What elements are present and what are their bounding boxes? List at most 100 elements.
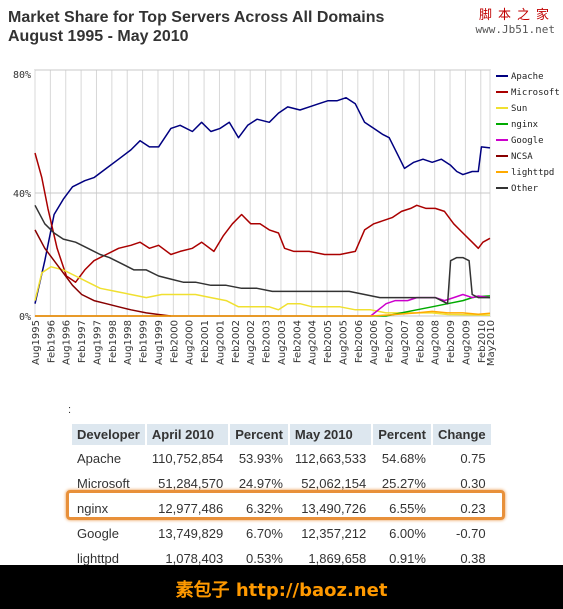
- cell-april-percent: 6.70%: [246, 526, 283, 541]
- legend-label-google: Google: [511, 136, 544, 146]
- legend-label-apache: Apache: [511, 72, 544, 82]
- market-share-table: Developer April 2010 Percent May 2010 Pe…: [70, 422, 493, 572]
- footer-watermark: 素包子 http://baoz.net: [175, 580, 388, 601]
- site-watermark-name: 脚本之家: [478, 8, 555, 23]
- cell-developer: lighttpd: [77, 551, 119, 566]
- x-tick-label: Aug2005: [338, 320, 349, 365]
- series-line-lighttpd: [35, 310, 491, 317]
- header-may-2010: May 2010: [289, 424, 372, 445]
- cell-may-percent: 6.00%: [389, 526, 426, 541]
- x-tick-label: Feb1998: [108, 320, 119, 363]
- x-tick-label: May2010: [486, 320, 497, 366]
- x-tick-label: Feb2001: [200, 320, 211, 363]
- market-share-chart: Aug1995 Feb1996 Aug1996 Feb1997 Aug1997 Feb19…: [13, 69, 560, 366]
- x-tick-label: Aug2000: [185, 320, 196, 365]
- cell-april: 51,284,570: [158, 476, 224, 491]
- cell-may-percent: 25.27%: [381, 476, 426, 491]
- cell-may: 1,869,658: [308, 551, 367, 566]
- x-tick-label: Feb2007: [385, 320, 396, 363]
- cell-april: 110,752,854: [151, 451, 224, 466]
- x-tick-label: Aug2006: [369, 320, 380, 365]
- cell-april-percent: 53.93%: [238, 451, 283, 466]
- x-tick-label: Aug2009: [461, 320, 472, 365]
- header-percent-april: Percent: [230, 424, 288, 445]
- x-tick-label: Aug1996: [62, 320, 73, 365]
- x-tick-label: Aug1995: [31, 320, 42, 365]
- x-tick-label: Aug2007: [400, 320, 411, 365]
- table-row-nginx: nginx 12,977,486 6.32% 13,490,726 6.55% …: [72, 497, 491, 520]
- y-tick-label: 80%: [13, 70, 31, 81]
- table-row-apache: Apache 110,752,854 53.93% 112,663,533 54…: [72, 447, 491, 470]
- cell-developer: Apache: [77, 451, 122, 466]
- cell-april: 13,749,829: [158, 526, 224, 541]
- cell-may: 12,357,212: [301, 526, 367, 541]
- legend-label-microsoft: Microsoft: [511, 88, 560, 98]
- cell-change: 0.23: [460, 501, 486, 516]
- series-line-ncsa: [34, 229, 171, 317]
- series-line-apache: [34, 96, 491, 304]
- series-line-other: [34, 204, 490, 305]
- cell-change: 0.38: [460, 551, 486, 566]
- x-tick-label: Feb2008: [415, 320, 426, 363]
- cell-may: 52,062,154: [301, 476, 367, 491]
- legend-label-other: Other: [511, 184, 539, 194]
- header-developer: Developer: [72, 424, 145, 445]
- chart-title-line2: August 1995 - May 2010: [8, 28, 189, 45]
- legend-label-nginx: nginx: [511, 120, 539, 130]
- x-tick-label: Aug1997: [92, 320, 103, 365]
- x-tick-label: Feb2005: [323, 320, 334, 363]
- x-tick-label: Feb2003: [262, 320, 273, 363]
- cell-may-percent: 6.55%: [389, 501, 426, 516]
- table-row-lighttpd: lighttpd 1,078,403 0.53% 1,869,658 0.91%…: [72, 547, 491, 570]
- x-tick-label: Aug2004: [308, 320, 319, 365]
- cell-change: 0.75: [460, 451, 486, 466]
- cell-april-percent: 6.32%: [246, 501, 283, 516]
- cell-april-percent: 24.97%: [238, 476, 283, 491]
- x-tick-label: Feb2004: [292, 320, 303, 363]
- x-tick-label: Feb1999: [139, 320, 150, 363]
- table-row-google: Google 13,749,829 6.70% 12,357,212 6.00%…: [72, 522, 491, 545]
- y-tick-label: 40%: [13, 189, 31, 200]
- cell-change: -0.70: [456, 526, 486, 541]
- x-tick-label: Feb2006: [354, 320, 365, 363]
- y-tick-label: 0%: [19, 312, 31, 323]
- legend-label-ncsa: NCSA: [511, 152, 533, 162]
- series-line-sun: [34, 266, 491, 316]
- x-tick-label: Feb2000: [169, 320, 180, 363]
- x-tick-label: Aug2008: [431, 320, 442, 365]
- x-tick-label: Feb2010: [477, 320, 488, 363]
- cell-developer: Google: [77, 526, 119, 541]
- x-tick-label: Aug1998: [123, 320, 134, 365]
- cell-april-percent: 0.53%: [246, 551, 283, 566]
- chart-title: Market Share for Top Servers Across All …: [8, 8, 384, 46]
- site-watermark-url: www.Jb51.net: [475, 23, 555, 36]
- x-tick-label: Feb1997: [77, 320, 88, 363]
- header-percent-may: Percent: [373, 424, 431, 445]
- x-tick-label: Feb2009: [446, 320, 457, 363]
- cell-april: 1,078,403: [165, 551, 224, 566]
- x-tick-label: Aug1999: [154, 320, 165, 365]
- x-tick-label: Feb1996: [46, 320, 57, 363]
- header-change: Change: [432, 424, 491, 445]
- header-april-2010: April 2010: [146, 424, 229, 445]
- site-watermark: 脚本之家 www.Jb51.net: [476, 4, 555, 36]
- table-caption: :: [68, 404, 72, 416]
- cell-may-percent: 0.91%: [389, 551, 426, 566]
- footer-bar: 素包子 http://baoz.net: [0, 565, 563, 609]
- cell-change: 0.30: [460, 476, 486, 491]
- x-tick-label: Aug2003: [277, 320, 288, 365]
- cell-may-percent: 54.68%: [381, 451, 426, 466]
- cell-may: 112,663,533: [294, 451, 367, 466]
- x-tick-label: Aug2001: [215, 320, 226, 365]
- cell-april: 12,977,486: [158, 501, 224, 516]
- cell-developer: Microsoft: [77, 476, 130, 491]
- x-tick-label: Aug2002: [246, 320, 257, 365]
- table-row-microsoft: Microsoft 51,284,570 24.97% 52,062,154 2…: [72, 472, 491, 495]
- cell-may: 13,490,726: [301, 501, 367, 516]
- chart-title-line1: Market Share for Top Servers Across All …: [8, 9, 385, 26]
- table-header-row: Developer April 2010 Percent May 2010 Pe…: [72, 424, 491, 445]
- legend-label-sun: Sun: [511, 104, 527, 114]
- cell-developer: nginx: [77, 501, 109, 516]
- x-tick-label: Feb2002: [231, 320, 242, 363]
- legend-label-lighttpd: lighttpd: [511, 168, 554, 178]
